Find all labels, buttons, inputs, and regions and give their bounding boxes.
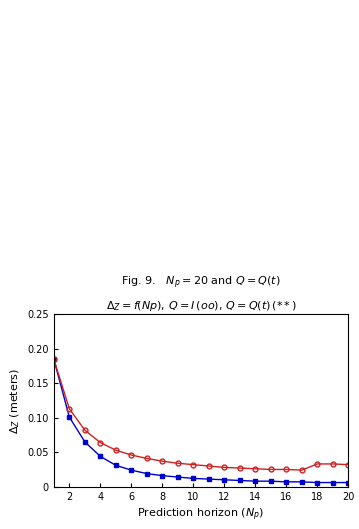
X-axis label: Prediction horizon $(N_p)$: Prediction horizon $(N_p)$ [137,507,265,524]
Title: $\Delta_Z = f(Np),\, Q=I\,(oo),\, Q=Q(t)\,(**)$: $\Delta_Z = f(Np),\, Q=I\,(oo),\, Q=Q(t)… [106,299,297,313]
Y-axis label: $\Delta_Z$ (meters): $\Delta_Z$ (meters) [8,368,22,434]
Text: Fig. 9.   $N_p = 20$ and $Q = Q(t)$: Fig. 9. $N_p = 20$ and $Q = Q(t)$ [121,275,281,291]
